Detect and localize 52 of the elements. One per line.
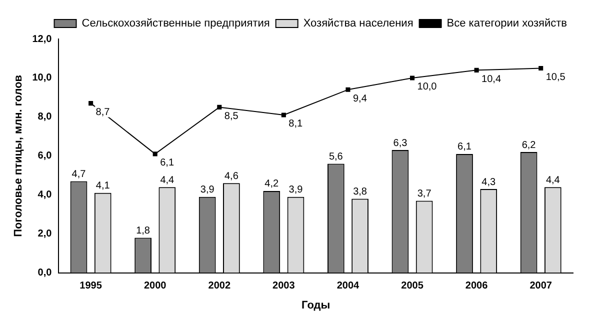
data-label: 4,3 xyxy=(482,176,496,188)
data-label: 4,4 xyxy=(546,174,560,186)
data-label: 8,5 xyxy=(224,110,239,122)
y-tick-label: 6,0 xyxy=(38,150,52,162)
data-label: 3,9 xyxy=(288,184,304,196)
data-label: 8,7 xyxy=(96,107,110,118)
legend-label: Сельскохозяйственные предприятия xyxy=(82,18,270,30)
point xyxy=(88,101,94,106)
x-tick-label: 2004 xyxy=(336,280,360,292)
data-label: 10,4 xyxy=(482,74,502,85)
point xyxy=(474,68,479,72)
x-tick-label: 1995 xyxy=(80,280,102,292)
point xyxy=(217,104,222,110)
legend-label: Хозяйства населения xyxy=(303,18,414,30)
data-label: 6,1 xyxy=(160,158,174,169)
data-label: 4,7 xyxy=(72,168,86,180)
data-label: 4,2 xyxy=(264,178,280,190)
data-label: 3,8 xyxy=(353,186,368,198)
data-label: 4,1 xyxy=(96,180,110,192)
y-tick-label: 4,0 xyxy=(38,190,52,201)
data-label: 5,6 xyxy=(328,151,344,162)
x-tick-label: 2007 xyxy=(530,280,552,292)
data-label: 3,7 xyxy=(417,188,432,200)
point xyxy=(410,76,415,80)
y-tick-label: 8,0 xyxy=(38,112,52,123)
x-tick-label: 2003 xyxy=(272,280,296,292)
point xyxy=(152,152,158,156)
data-label: 10,0 xyxy=(417,82,438,93)
y-tick-label: 0,0 xyxy=(38,268,52,279)
y-tick-label: 12,0 xyxy=(32,34,52,45)
x-tick-label: 2000 xyxy=(144,280,167,292)
data-label: 10,5 xyxy=(546,72,566,83)
x-tick-label: 2005 xyxy=(401,280,424,292)
y-axis-title: Поголовье птицы, млн. голов xyxy=(12,74,25,237)
x-tick-label: 2006 xyxy=(465,280,488,292)
point xyxy=(346,87,350,92)
data-label: 1,8 xyxy=(136,225,150,236)
data-label: 8,1 xyxy=(288,118,304,130)
x-axis-title: Годы xyxy=(302,299,330,312)
data-label: 3,9 xyxy=(200,184,215,196)
legend-label: Все категории хозяйств xyxy=(446,18,568,30)
x-tick-label: 2002 xyxy=(208,280,231,292)
point xyxy=(281,112,286,118)
point xyxy=(538,66,544,70)
data-label: 4,4 xyxy=(160,174,175,186)
data-label: 6,3 xyxy=(393,138,408,149)
data-label: 4,6 xyxy=(224,170,239,182)
data-label: 6,2 xyxy=(522,140,536,151)
data-label: 6,1 xyxy=(458,142,472,153)
y-tick-label: 2,0 xyxy=(38,228,52,240)
data-label: 9,4 xyxy=(352,93,368,104)
y-tick-label: 10,0 xyxy=(32,72,52,84)
